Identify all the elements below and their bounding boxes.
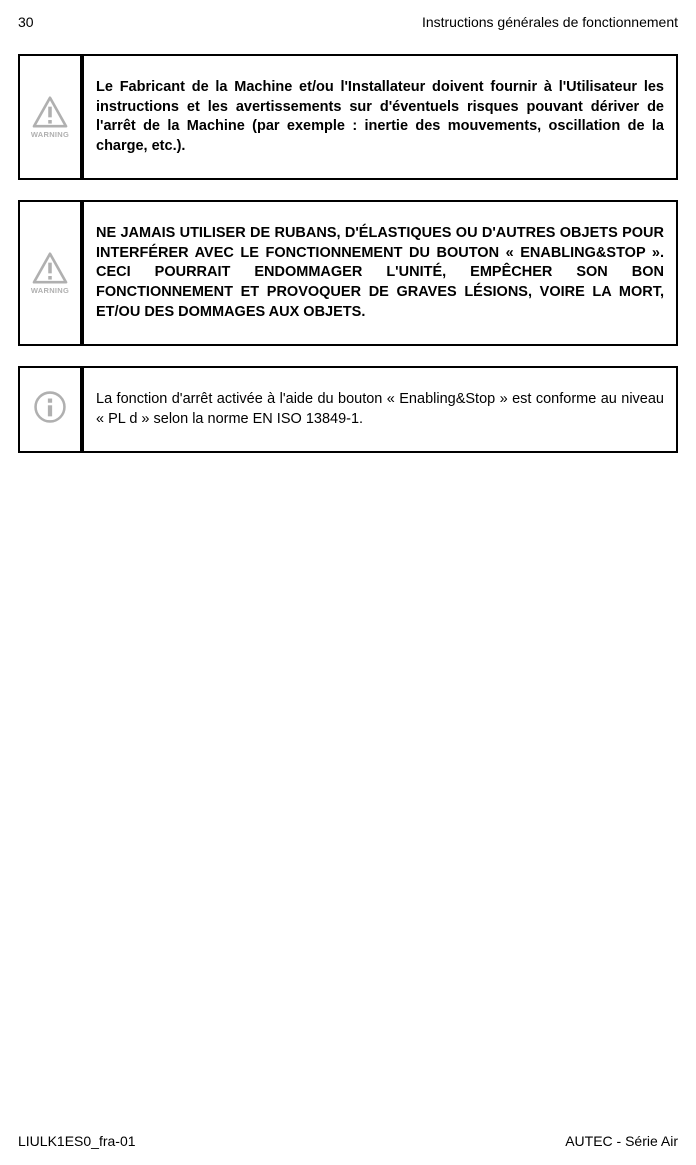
warning-icon-col-1: WARNING [20, 56, 84, 178]
page-header: 30 Instructions générales de fonctionnem… [18, 14, 678, 30]
footer-doc-ref: LIULK1ES0_fra-01 [18, 1133, 136, 1149]
warning-label: WARNING [31, 286, 69, 295]
warning-text-1: Le Fabricant de la Machine et/ou l'Insta… [84, 56, 676, 178]
info-icon-col [20, 368, 84, 451]
page: 30 Instructions générales de fonctionnem… [0, 0, 696, 1165]
warning-box-2: WARNING NE JAMAIS UTILISER DE RUBANS, D'… [18, 200, 678, 346]
info-icon [33, 390, 67, 429]
warning-icon: WARNING [31, 252, 69, 295]
warning-text-2: NE JAMAIS UTILISER DE RUBANS, D'ÉLASTIQU… [84, 202, 676, 344]
page-header-title: Instructions générales de fonctionnement [422, 14, 678, 30]
warning-box-1: WARNING Le Fabricant de la Machine et/ou… [18, 54, 678, 180]
warning-icon: WARNING [31, 96, 69, 139]
warning-label: WARNING [31, 130, 69, 139]
footer-brand: AUTEC - Série Air [565, 1133, 678, 1149]
triangle-exclamation-icon [32, 96, 68, 128]
info-box: La fonction d'arrêt activée à l'aide du … [18, 366, 678, 453]
page-footer: LIULK1ES0_fra-01 AUTEC - Série Air [18, 1133, 678, 1149]
info-text: La fonction d'arrêt activée à l'aide du … [84, 368, 676, 451]
page-number: 30 [18, 14, 34, 30]
triangle-exclamation-icon [32, 252, 68, 284]
warning-icon-col-2: WARNING [20, 202, 84, 344]
